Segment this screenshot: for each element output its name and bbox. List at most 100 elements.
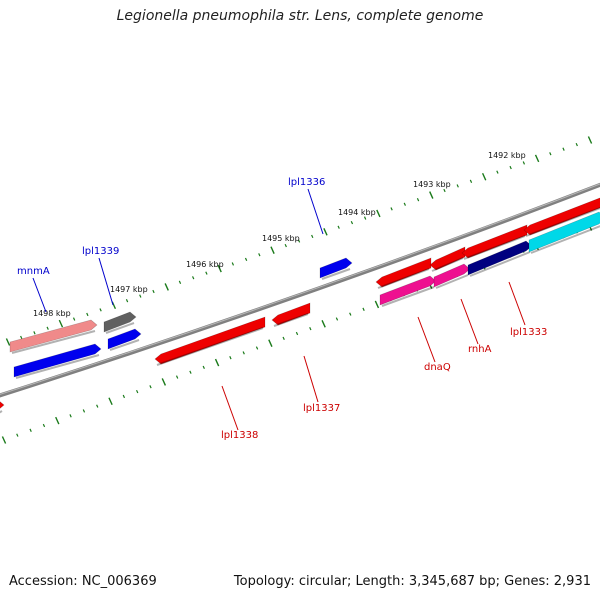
gene-arrow-unlabeled [13, 343, 102, 378]
outer-ring-minor-tick [509, 165, 512, 170]
outer-ring-minor-tick [549, 152, 552, 156]
inner-ring-minor-tick [335, 317, 339, 321]
gene-leader-line [508, 281, 526, 326]
inner-ring-minor-tick [229, 356, 232, 360]
gene-arrow-dnaq [375, 257, 432, 288]
tick-label: 1497 kbp [110, 285, 148, 294]
gene-label-lpl1338: lpl1338 [221, 430, 258, 441]
gene-leader-line [307, 188, 324, 235]
gene-arrow-unlabeled [379, 275, 437, 306]
gene-label-mnma: mnmA [17, 266, 50, 277]
gene-label-dnaq: dnaQ [424, 362, 451, 373]
outer-ring-major-tick [58, 319, 64, 328]
inner-ring-major-tick [55, 416, 60, 425]
inner-ring-minor-tick [82, 409, 86, 413]
outer-ring-minor-tick [139, 294, 142, 298]
outer-ring-minor-tick [416, 198, 420, 202]
gene-leader-line [32, 277, 47, 313]
gene-label-lpl1337: lpl1337 [303, 403, 340, 414]
gene-arrow-unlabeled [429, 246, 466, 271]
inner-ring-minor-tick [309, 327, 312, 331]
outer-ring-major-tick [5, 338, 11, 346]
inner-ring-minor-tick [349, 312, 352, 316]
outer-ring-minor-tick [337, 225, 340, 229]
outer-ring-minor-tick [125, 299, 129, 303]
outer-ring-minor-tick [390, 207, 393, 211]
outer-ring-minor-tick [575, 142, 578, 147]
gene-label-rnha: rnhA [468, 344, 492, 355]
outer-ring-minor-tick [99, 308, 102, 312]
outer-ring-minor-tick [205, 271, 208, 275]
gene-arrow-unlabeled [461, 224, 528, 259]
outer-ring-major-tick [481, 172, 487, 181]
outer-ring-minor-tick [258, 253, 261, 257]
outer-ring-major-tick [429, 191, 434, 199]
outer-ring-major-tick [534, 154, 540, 163]
inner-ring-minor-tick [282, 336, 285, 340]
outer-ring-minor-tick [403, 202, 406, 206]
gene-shadow [11, 330, 96, 354]
gene-leader-line [303, 355, 319, 403]
gene-arrow-lpl1336 [319, 257, 353, 279]
outer-ring-major-tick [164, 283, 169, 291]
gene-labels: mnmA lpl1339 lpl1336 lpl1338 lpl1337 dnaQ rnhA… [17, 177, 547, 441]
outer-ring-minor-tick [522, 161, 526, 165]
tick-label: 1496 kbp [186, 260, 224, 269]
outer-ring-minor-tick [496, 170, 499, 174]
gene-shadow [463, 235, 526, 260]
gene-arrow-mnma [9, 319, 98, 353]
outer-ring-minor-tick [363, 216, 367, 220]
gene-shadow [381, 286, 435, 307]
backbone-line [0, 182, 600, 398]
outer-ring-minor-tick [152, 289, 155, 294]
inner-ring-minor-tick [255, 346, 259, 350]
inner-ring-minor-tick [69, 414, 72, 418]
outer-ring-minor-tick [192, 276, 195, 280]
outer-ring-minor-tick [469, 179, 473, 183]
gene-shadow [377, 268, 430, 289]
gene-leader-line [98, 257, 114, 306]
inner-ring-minor-tick [242, 351, 245, 355]
outer-ring-minor-tick [178, 280, 182, 284]
genome-stats-text: Topology: circular; Length: 3,345,687 bp… [233, 574, 591, 589]
outer-ring-minor-tick [297, 239, 301, 243]
gene-arrow-lpl1337 [271, 302, 311, 326]
gene-shadow [469, 251, 531, 277]
gene-leader-line [460, 298, 479, 345]
outer-ring-minor-tick [72, 317, 76, 321]
gene-arrow-lpl1339 [103, 311, 137, 333]
inner-ring-minor-tick [202, 365, 205, 370]
gene-arrow-unlabeled [523, 197, 600, 236]
gene-leader-line [417, 316, 436, 363]
inner-ring-major-tick [214, 358, 220, 367]
gene-shadow [15, 354, 100, 379]
genome-backbone [0, 182, 600, 398]
outer-ring-major-tick [376, 209, 381, 218]
gene-shadow [273, 313, 309, 327]
outer-ring-minor-tick [46, 326, 49, 330]
gene-label-lpl1336: lpl1336 [288, 177, 325, 188]
outer-ring-minor-tick [456, 184, 459, 188]
inner-ring-minor-tick [42, 423, 46, 428]
tick-label: 1493 kbp [413, 180, 451, 189]
gene-arrow-rnha [433, 263, 471, 288]
inner-ring-major-tick [268, 339, 273, 347]
inner-ring-major-tick [1, 436, 7, 444]
gene-arrow-unlabeled [107, 328, 142, 350]
outer-ring-minor-tick [33, 331, 36, 335]
outer-ring-major-tick [217, 264, 222, 273]
gene-shadow [105, 322, 135, 334]
inner-ring-minor-tick [175, 375, 179, 379]
map-title: Legionella pneumophila str. Lens, comple… [116, 8, 484, 24]
gene-shadow [435, 274, 469, 289]
inner-ring-major-tick [161, 378, 167, 386]
gene-shadow [109, 339, 140, 351]
tick-label: 1498 kbp [33, 309, 71, 318]
gene-arrow-unlabeled [0, 401, 5, 409]
outer-ring-minor-tick [443, 188, 446, 193]
outer-ring-minor-tick [350, 220, 354, 225]
gene-label-lpl1333: lpl1333 [510, 327, 547, 338]
gene-shadow [525, 207, 600, 237]
gene-shadow [156, 327, 264, 366]
